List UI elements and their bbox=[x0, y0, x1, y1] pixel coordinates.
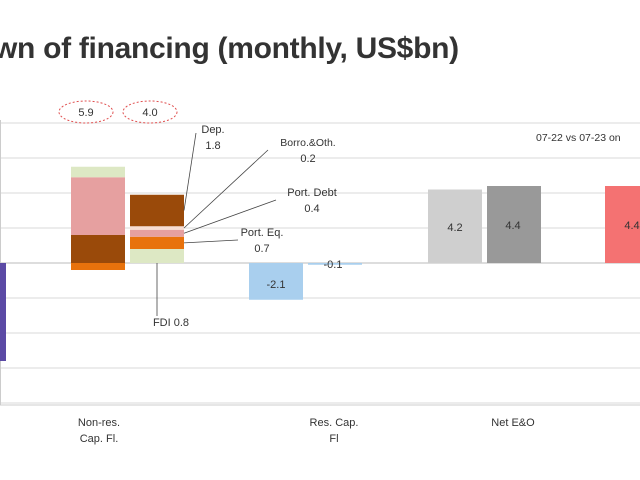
port-debt-label: Port. Debt bbox=[287, 187, 337, 199]
port-eq-leader bbox=[183, 239, 239, 244]
port-eq-label: Port. Eq. bbox=[241, 227, 284, 239]
nonres-2023-segment bbox=[130, 194, 184, 227]
nonres-2023-segment bbox=[130, 226, 184, 230]
nonres-2023-segment bbox=[130, 236, 184, 249]
category-label: Net E&O bbox=[491, 417, 535, 429]
labels: 5.9 4.0 Dep. 1.8 Borro.&Oth. 0.2 Port. Debt 0.4… bbox=[58, 100, 640, 445]
bars bbox=[0, 166, 640, 361]
fdi-label: FDI 0.8 bbox=[153, 317, 189, 329]
period-note: 07-22 vs 07-23 on bbox=[536, 132, 621, 144]
partial-right-bar bbox=[605, 186, 640, 263]
res-cap-2023-label: -0.1 bbox=[324, 259, 343, 271]
net-eo-2022-bar bbox=[428, 189, 482, 263]
borro-value: 0.2 bbox=[300, 153, 315, 165]
category-label: Cap. Fl. bbox=[80, 433, 119, 445]
res-cap-2023-bar bbox=[308, 263, 362, 265]
port-debt-leader bbox=[183, 199, 277, 234]
nonres-2023-segment bbox=[130, 229, 184, 237]
dep-leader bbox=[183, 132, 197, 211]
nonres-2022-segment bbox=[71, 177, 125, 235]
category-label: Res. Cap. bbox=[310, 417, 359, 429]
chart-title: wn of financing (monthly, US$bn) bbox=[0, 32, 459, 65]
total-oval bbox=[58, 100, 114, 124]
net-eo-2023-label: 4.4 bbox=[505, 220, 520, 232]
res-cap-2022-label: -2.1 bbox=[267, 279, 286, 291]
dep-label: Dep. bbox=[201, 124, 224, 136]
dep-value: 1.8 bbox=[205, 140, 220, 152]
borro-leader bbox=[183, 149, 269, 229]
nonres-2022-segment bbox=[71, 235, 125, 263]
nonres-2022-negative-segment bbox=[71, 263, 125, 270]
partial-right-label: 4.4 bbox=[624, 220, 639, 232]
total-oval bbox=[122, 100, 178, 124]
port-eq-value: 0.7 bbox=[254, 243, 269, 255]
category-label: Non-res. bbox=[78, 417, 120, 429]
nonres-2023-segment bbox=[130, 249, 184, 263]
borro-label: Borro.&Oth. bbox=[280, 137, 335, 149]
total-label: 4.0 bbox=[142, 107, 157, 119]
category-label: Fl bbox=[329, 433, 338, 445]
partial-left-bar bbox=[0, 263, 6, 361]
net-eo-2023-bar bbox=[487, 186, 541, 263]
res-cap-2022-bar bbox=[249, 263, 303, 300]
total-label: 5.9 bbox=[78, 107, 93, 119]
nonres-2022-segment bbox=[71, 166, 125, 178]
net-eo-2022-label: 4.2 bbox=[447, 222, 462, 234]
port-debt-value: 0.4 bbox=[304, 203, 319, 215]
